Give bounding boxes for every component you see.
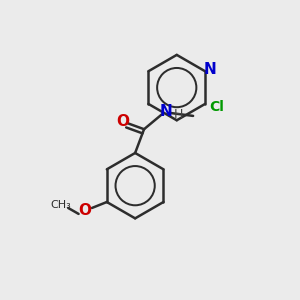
Text: Cl: Cl <box>209 100 224 114</box>
Text: H: H <box>173 108 183 121</box>
Text: O: O <box>117 114 130 129</box>
Text: N: N <box>203 62 216 77</box>
Text: O: O <box>78 203 91 218</box>
Text: N: N <box>160 104 173 119</box>
Text: CH₃: CH₃ <box>50 200 71 210</box>
